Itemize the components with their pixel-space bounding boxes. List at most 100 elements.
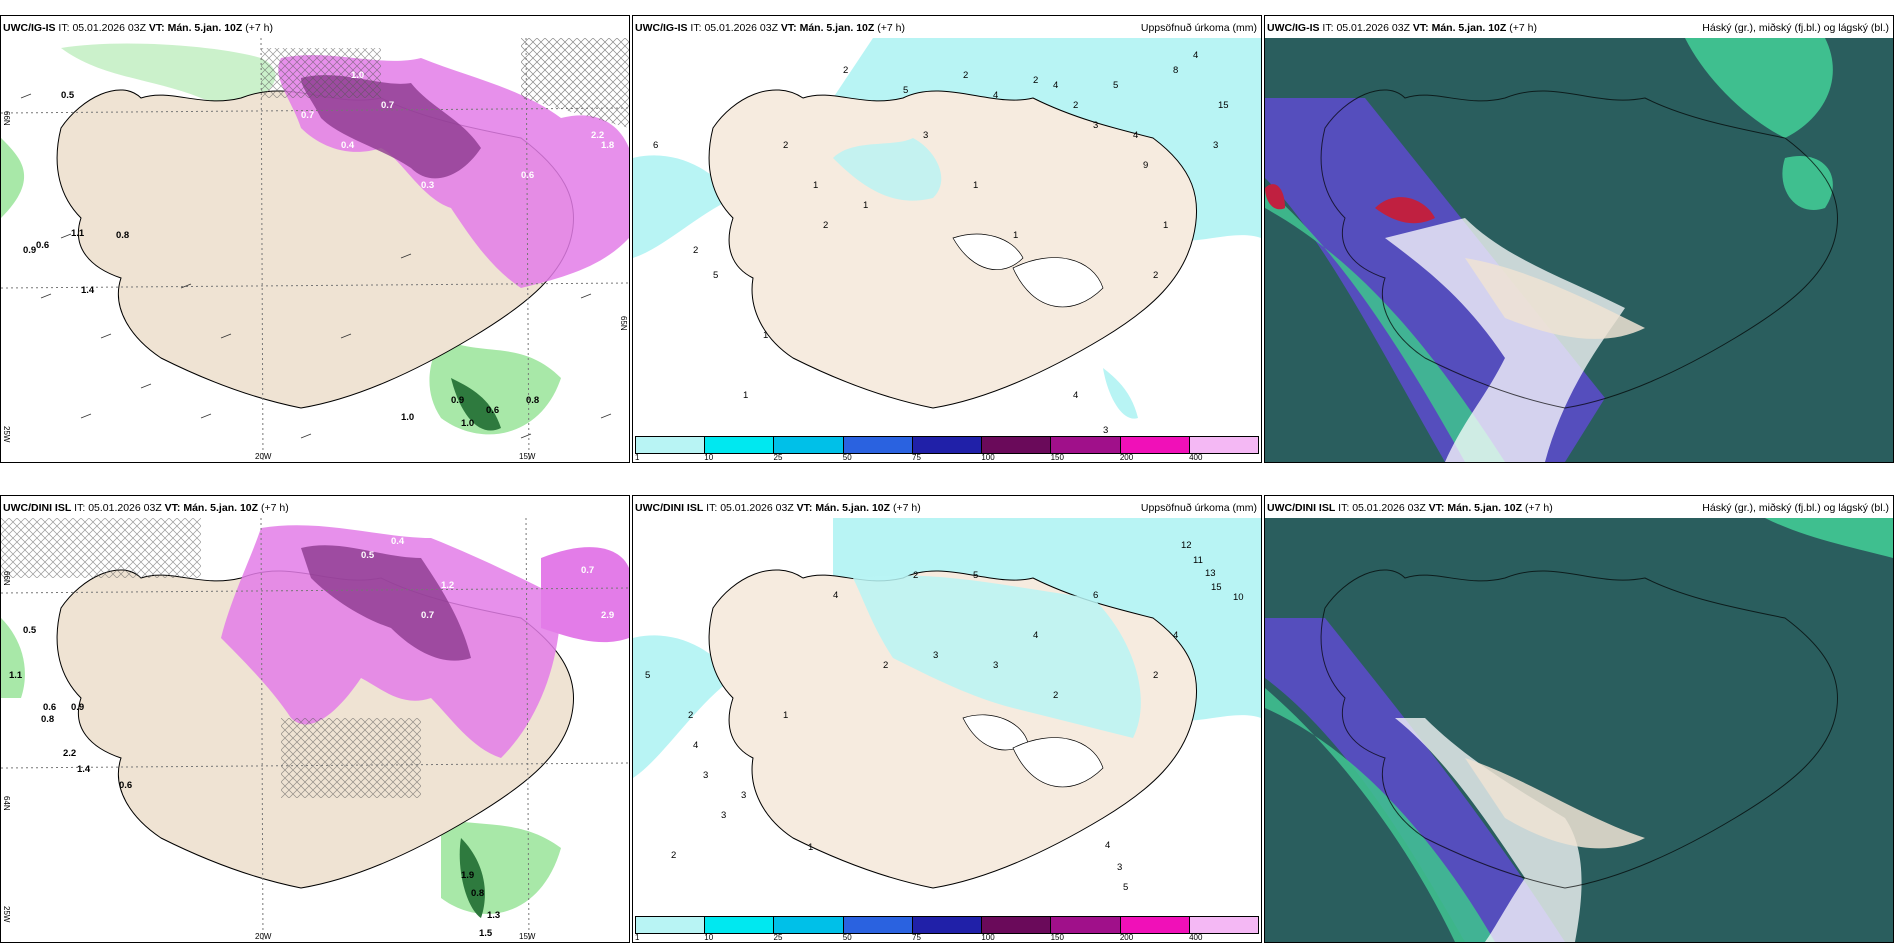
- value-label: 4: [1033, 630, 1038, 641]
- wind-map: 1.0 0.7 0.4 0.3 0.6 0.7 2.2 1.8 1.4 0.9 …: [1, 38, 629, 462]
- precip-panel-top: UWC/IG-IS IT: 05.01.2026 03Z VT: Mán. 5.…: [632, 15, 1262, 463]
- it-label: IT:: [690, 22, 702, 34]
- value-label: 13: [1205, 568, 1216, 579]
- value-label: 1: [1163, 220, 1168, 231]
- value-label: 2: [688, 710, 693, 721]
- wind-map: 0.5 1.1 0.6 0.8 0.9 2.2 1.4 0.6 1.9 0.8 …: [1, 518, 629, 942]
- panel-header: UWC/IG-IS IT: 05.01.2026 03Z VT: Mán. 5.…: [3, 22, 273, 34]
- value-label: 15: [1218, 100, 1229, 111]
- value-label: 1: [783, 710, 788, 721]
- value-label: 2: [883, 660, 888, 671]
- value-label: 8: [1173, 65, 1178, 76]
- legend-tick: 100: [981, 453, 995, 462]
- legend-swatch: [636, 917, 706, 933]
- value-label: 3: [741, 790, 746, 801]
- value-label: 1.1: [9, 670, 23, 681]
- value-label: 3: [993, 660, 998, 671]
- cloud-map: [1265, 38, 1893, 462]
- vt-label: VT:: [780, 22, 797, 34]
- legend-swatch: [1189, 917, 1258, 933]
- lead-time: (+7 h): [877, 22, 905, 34]
- value-label: 0.5: [23, 625, 37, 636]
- value-label: 2: [783, 140, 788, 151]
- value-label: 2.2: [63, 748, 76, 759]
- value-label: 5: [645, 670, 650, 681]
- value-label: 3: [1117, 862, 1122, 873]
- legend-swatch: [912, 437, 983, 453]
- value-label: 0.9: [71, 702, 84, 713]
- legend-tick: 50: [842, 933, 852, 942]
- lat-label: 64N: [2, 796, 11, 811]
- value-label: 1.0: [401, 412, 414, 423]
- legend-tick: 25: [773, 933, 783, 942]
- value-label: 1.5: [479, 928, 493, 939]
- value-label: 0.3: [421, 180, 434, 191]
- value-label: 0.6: [36, 240, 49, 251]
- value-label: 3: [1103, 425, 1108, 436]
- value-label: 0.8: [471, 888, 484, 899]
- legend-swatch: [982, 917, 1052, 933]
- cloud-title: Háský (gr.), miðský (fj.bl.) og lágský (…: [1702, 502, 1889, 514]
- legend-swatch: [982, 437, 1052, 453]
- vt-value: Mán. 5.jan. 10Z: [1431, 22, 1507, 34]
- precip-title: Uppsöfnuð úrkoma (mm): [1140, 502, 1257, 514]
- lon-label: 25W: [2, 426, 11, 443]
- precip-map: 2 2 5 4 2 3 6 2 1 5 3 4 8 4 2 1 3 2 1 2 …: [633, 38, 1261, 462]
- value-label: 2: [823, 220, 828, 231]
- vt-label: VT:: [1428, 502, 1445, 514]
- lead-time: (+7 h): [260, 502, 289, 514]
- it-value: 05.01.2026 03Z: [704, 22, 778, 34]
- value-label: 5: [713, 270, 718, 281]
- precip-legend: 1 10 25 50 75 100 150 200 400: [633, 434, 1261, 462]
- legend-swatch: [1120, 917, 1190, 933]
- lon-label: 20W: [255, 452, 272, 461]
- value-label: 9: [1143, 160, 1148, 171]
- value-label: 4: [1105, 840, 1110, 851]
- value-label: 0.3: [236, 550, 249, 561]
- value-label: 1.2: [441, 580, 454, 591]
- it-label: IT:: [1322, 22, 1334, 34]
- vt-label: VT:: [1412, 22, 1429, 34]
- value-label: 0.8: [116, 230, 129, 241]
- vt-label: VT:: [148, 22, 165, 34]
- model-name: UWC/IG-IS: [3, 22, 56, 34]
- panel-header: UWC/DINI ISL IT: 05.01.2026 03Z VT: Mán.…: [1267, 502, 1553, 514]
- value-label: 5: [1123, 882, 1128, 893]
- value-label: 3: [721, 810, 726, 821]
- value-label: 12: [1181, 540, 1192, 551]
- value-label: 0.9: [23, 245, 36, 256]
- value-label: 2: [671, 850, 676, 861]
- value-label: 1: [973, 180, 978, 191]
- legend-swatch: [912, 917, 983, 933]
- legend-swatch: [1120, 437, 1190, 453]
- legend-tick: 10: [704, 453, 714, 462]
- value-label: 0.6: [43, 702, 56, 713]
- value-label: 3: [1213, 140, 1218, 151]
- value-label: 0.5: [361, 550, 375, 561]
- model-name: UWC/IG-IS: [1267, 22, 1320, 34]
- model-name: UWC/IG-IS: [635, 22, 688, 34]
- value-label: 3: [1093, 120, 1098, 131]
- vt-value: Mán. 5.jan. 10Z: [815, 502, 891, 514]
- value-label: 2: [963, 70, 968, 81]
- lat-label: 65N: [619, 316, 628, 331]
- lon-label: 25W: [2, 906, 11, 923]
- value-label: 0.4: [341, 140, 355, 151]
- model-name: UWC/DINI ISL: [635, 502, 704, 514]
- value-label: 4: [993, 90, 998, 101]
- legend-tick: 50: [842, 453, 852, 462]
- legend-tick: 200: [1119, 933, 1134, 942]
- value-label: 2: [1033, 75, 1038, 86]
- panel-header: UWC/DINI ISL IT: 05.01.2026 03Z VT: Mán.…: [3, 502, 289, 514]
- legend-tick: 150: [1050, 933, 1064, 942]
- value-label: 1.9: [461, 870, 474, 881]
- value-label: 2.2: [591, 130, 604, 141]
- vt-value: Mán. 5.jan. 10Z: [1447, 502, 1523, 514]
- value-label: 3: [703, 770, 708, 781]
- value-label: 0.7: [581, 565, 594, 576]
- value-label: 0.7: [301, 110, 314, 121]
- value-label: 2: [693, 245, 698, 256]
- cloud-map: [1265, 518, 1893, 942]
- value-label: 4: [833, 590, 838, 601]
- lon-label: 15W: [519, 932, 536, 941]
